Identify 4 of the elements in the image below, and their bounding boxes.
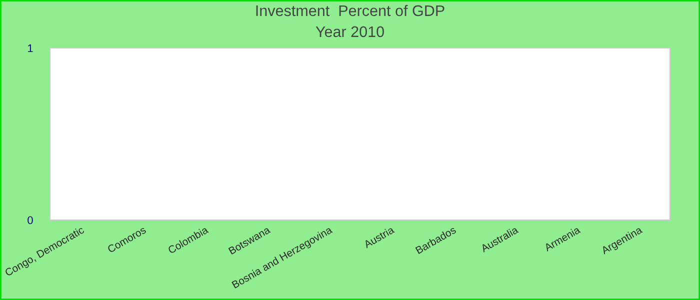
chart-subtitle: Year 2010	[316, 26, 384, 38]
chart-title: Investment Percent of GDP	[256, 4, 444, 16]
y-tick-label: 0	[28, 216, 33, 224]
y-tick-label: 1	[28, 44, 33, 52]
